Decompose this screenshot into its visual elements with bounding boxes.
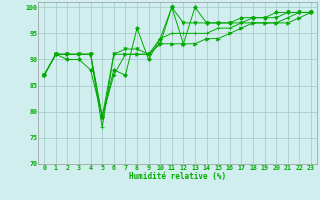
X-axis label: Humidité relative (%): Humidité relative (%) [129, 172, 226, 181]
